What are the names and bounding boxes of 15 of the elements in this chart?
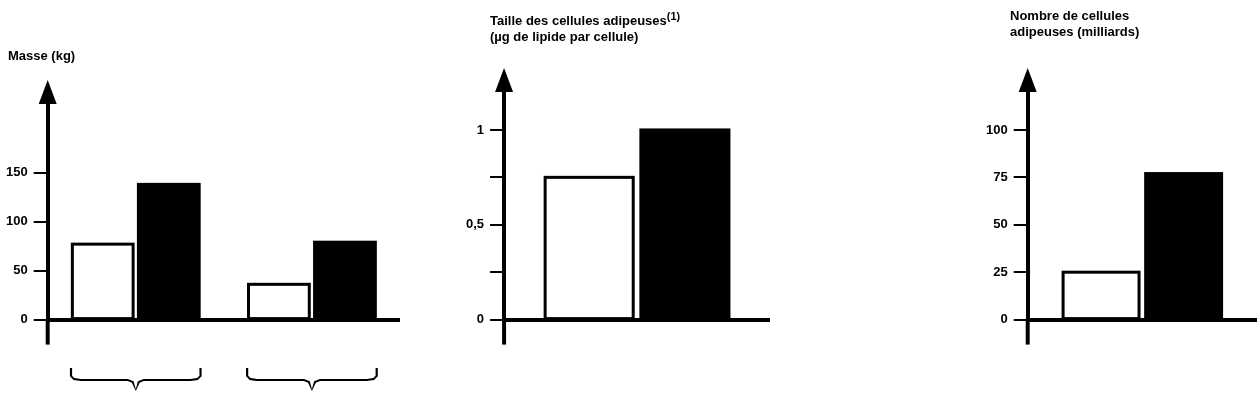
y-tick-label: 100 <box>5 213 28 229</box>
y-tick-label: 75 <box>993 168 1008 184</box>
y-tick-label: 150 <box>5 164 28 180</box>
y-axis-title: Masse (kg) <box>8 48 76 64</box>
y-tick-label: 0 <box>1000 311 1008 327</box>
y-tick-label: 0 <box>476 311 485 327</box>
y-tick-label: 25 <box>993 263 1008 279</box>
y-tick-label: 50 <box>13 262 28 278</box>
y-tick-label: 50 <box>993 216 1008 232</box>
y-axis-title: Nombre de cellules adipeuses (milliards) <box>1010 8 1140 40</box>
y-tick-label: 0 <box>20 311 28 327</box>
y-tick-label: 100 <box>985 121 1008 137</box>
text: Taille des cellules adipeuses$^{(1)}$ (µg de lipide par cellule) <box>490 10 681 45</box>
y-tick-label: 1 <box>476 121 485 137</box>
y-tick-label: 0,5 <box>465 216 485 232</box>
